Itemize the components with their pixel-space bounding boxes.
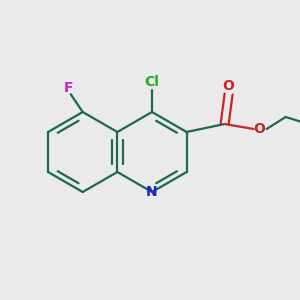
Text: Cl: Cl — [145, 75, 159, 89]
Text: O: O — [254, 122, 266, 136]
Text: O: O — [223, 79, 235, 93]
Text: F: F — [64, 81, 74, 95]
Text: N: N — [146, 185, 158, 199]
